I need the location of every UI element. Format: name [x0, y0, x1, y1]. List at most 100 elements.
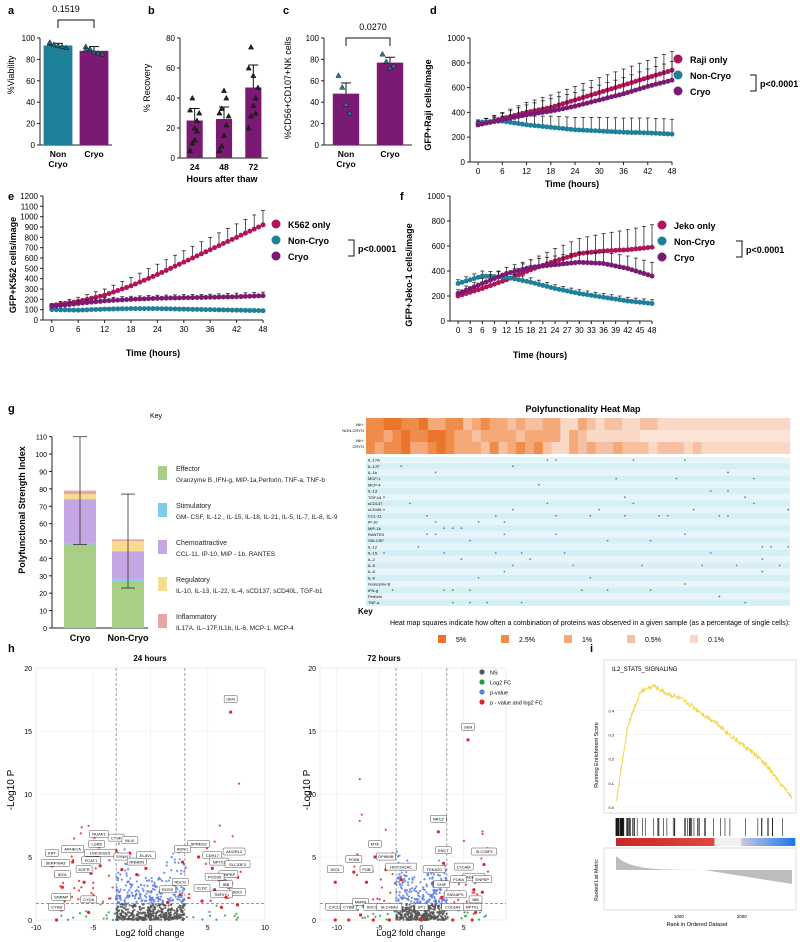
chart-h-72-point	[484, 914, 488, 917]
heatmap-dot	[460, 527, 463, 530]
chart-h-72-point	[409, 914, 412, 918]
chart-d-point	[572, 103, 578, 109]
chart-h-72-point	[406, 859, 409, 862]
chart-h-72-point	[418, 889, 422, 893]
chart-h-24-point	[125, 872, 128, 875]
chart-f-point	[621, 297, 627, 303]
chart-h-72-point	[444, 914, 447, 918]
chart-i-rank-color	[675, 838, 679, 846]
chart-d-point	[572, 127, 578, 133]
chart-h-72-gene-label: CYBB	[343, 905, 354, 910]
chart-h-24-gene-box	[219, 880, 233, 888]
chart-h-24-point	[79, 832, 82, 835]
heatmap-scale-swatch	[501, 635, 509, 643]
chart-e-point	[190, 306, 196, 312]
heatmap-protein-label: MCP-1	[368, 476, 381, 481]
chart-f-point	[540, 282, 546, 288]
chart-h-72-highlight-point	[387, 918, 391, 922]
chart-h-72-point	[436, 905, 440, 908]
heatmap-dot	[555, 533, 557, 536]
chart-e-ytick-label: 100	[25, 306, 39, 315]
chart-e-point	[154, 295, 160, 301]
heatmap-dot	[623, 496, 626, 499]
chart-f-point	[455, 281, 461, 286]
chart-e-point	[256, 293, 262, 299]
chart-h-24-point	[140, 883, 143, 886]
chart-f-point	[512, 268, 518, 274]
heatmap-grid-row	[366, 519, 790, 526]
heatmap-cell	[604, 442, 614, 454]
heatmap-cell	[745, 430, 755, 442]
chart-h-72-gene-label: SP1	[418, 905, 426, 910]
chart-h-24-point	[129, 886, 132, 889]
chart-h-72-point	[407, 881, 410, 884]
chart-h-72-point	[430, 881, 433, 885]
chart-f-point	[605, 248, 611, 254]
chart-f-xtick-label: 3	[468, 326, 473, 335]
heatmap-scale-swatch	[627, 635, 635, 643]
chart-h-24-ytick-label: 5	[28, 855, 32, 862]
chart-g-xtick-label: Cryo	[70, 633, 91, 643]
chart-f-ytick-label: 600	[432, 242, 446, 251]
chart-h-24-point	[169, 899, 172, 902]
chart-d-point	[544, 109, 550, 115]
chart-h-24-gene-label: SLC33F3	[229, 862, 247, 867]
chart-h-72-gene-box	[461, 723, 475, 731]
chart-h-24-point	[169, 876, 172, 879]
chart-h-24-point	[175, 886, 178, 889]
chart-h-72-point	[438, 913, 441, 916]
chart-h-24-gene-box	[174, 845, 191, 853]
heatmap-scale-swatch	[690, 635, 698, 643]
chart-f-point	[637, 246, 643, 251]
chart-h-72-point	[408, 903, 411, 906]
heatmap-dot	[675, 477, 678, 480]
chart-h-72-point	[434, 902, 438, 905]
chart-f-xtick-label: 27	[563, 326, 572, 335]
heatmap-cell	[445, 430, 455, 442]
chart-e-significance-bracket	[348, 239, 355, 257]
chart-h-72-point	[453, 901, 456, 904]
heatmap-dot	[649, 589, 652, 592]
chart-e-ylabel: GFP+K562 cells/image	[8, 217, 18, 313]
chart-e-point	[102, 306, 108, 312]
chart-e-point	[176, 295, 182, 301]
chart-h-24-point	[147, 879, 151, 882]
chart-e-ytick-label: 800	[25, 233, 39, 242]
chart-h-24-point	[158, 898, 161, 901]
chart-e-point	[163, 295, 169, 301]
chart-h-72-point	[395, 883, 398, 886]
chart-i-rank-color	[648, 838, 653, 846]
chart-h-72-point	[397, 880, 401, 883]
chart-h-24-point	[145, 914, 148, 917]
chart-h-24-point	[145, 899, 148, 902]
chart-f-point	[479, 286, 485, 291]
heatmap-cell	[472, 442, 482, 454]
chart-f-xtick-label: 12	[502, 326, 511, 335]
chart-h-72-gene-box	[454, 862, 474, 871]
chart-i-xtick-label: 2000	[737, 914, 748, 919]
chart-b-point	[250, 72, 257, 78]
chart-i-rank-color	[678, 838, 682, 846]
chart-e-point	[247, 293, 253, 299]
chart-h-24-xtick-label: 10	[261, 925, 269, 932]
heatmap-cell	[436, 430, 446, 442]
chart-h-24-point	[151, 904, 155, 907]
chart-h-24-gene-label: IDO1	[58, 872, 68, 877]
chart-h-72-point	[358, 777, 361, 781]
heatmap-grid-row	[366, 463, 790, 470]
chart-h-72-point	[483, 915, 486, 918]
chart-e-point	[124, 306, 130, 312]
chart-h-24-point	[164, 904, 167, 907]
chart-f-point	[479, 273, 485, 279]
chart-h-72-point	[410, 918, 413, 921]
chart-f-point	[564, 288, 570, 294]
chart-i-rank-color	[627, 838, 632, 846]
chart-b-point	[216, 109, 223, 116]
chart-e-point	[220, 241, 226, 247]
chart-h-24-gene-label: MLXI	[125, 838, 134, 843]
chart-h24-title: 24 hours	[133, 654, 167, 663]
heatmap-grid-row	[366, 574, 790, 581]
heatmap-cell	[763, 430, 773, 442]
chart-c-point	[339, 84, 346, 90]
chart-f-legend-marker	[657, 252, 667, 262]
